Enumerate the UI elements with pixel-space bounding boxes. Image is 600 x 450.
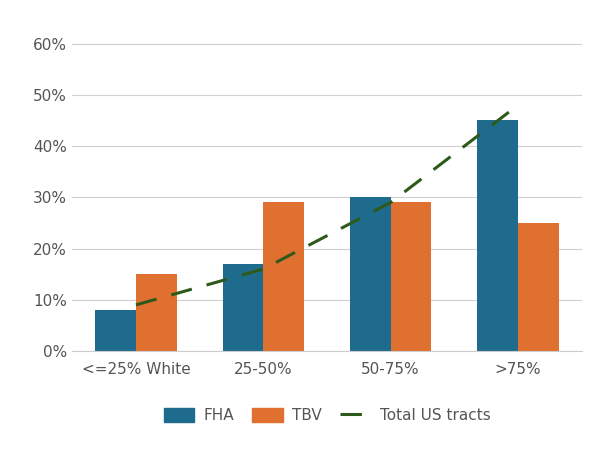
Bar bbox=[263, 202, 304, 351]
Bar bbox=[391, 202, 431, 351]
Legend: FHA, TBV, Total US tracts: FHA, TBV, Total US tracts bbox=[157, 402, 497, 429]
Bar bbox=[95, 310, 136, 351]
Bar bbox=[350, 197, 391, 351]
Bar bbox=[136, 274, 177, 351]
Bar bbox=[477, 121, 518, 351]
Bar bbox=[518, 223, 559, 351]
Bar bbox=[223, 264, 263, 351]
